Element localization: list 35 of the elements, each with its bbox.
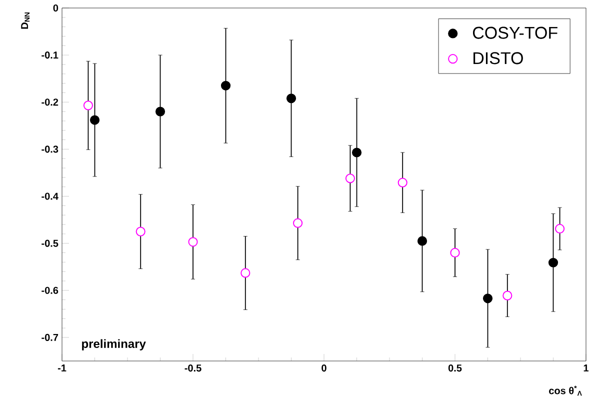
point (90, 115, 100, 125)
point (352, 148, 362, 158)
y-tick-label: -0.7 (42, 334, 58, 341)
legend-label: DISTO (474, 52, 523, 64)
y-tick-label: -0.6 (42, 286, 58, 294)
y-tick-label: -0.3 (42, 146, 58, 153)
y-axis-title: D$_{NN}$ (21, 12, 30, 29)
point (136, 226, 146, 236)
point (450, 248, 460, 258)
x-tick-label: -0.5 (184, 364, 202, 372)
point (155, 106, 166, 116)
point (482, 294, 493, 304)
y-tick-label: -0.5 (42, 240, 58, 247)
point (240, 268, 250, 278)
point (293, 218, 303, 228)
point (502, 290, 512, 300)
point (548, 258, 558, 268)
y-tick-label: 0 (53, 4, 58, 12)
point (220, 80, 231, 90)
legend-label: COSY-TOF (472, 26, 558, 39)
x-tick-label: -1 (58, 364, 66, 372)
point (83, 100, 94, 110)
point (188, 237, 198, 247)
y-tick-label: -0.4 (42, 192, 58, 200)
y-tick-label: -0.2 (42, 98, 58, 106)
annotation: preliminary (82, 339, 146, 350)
point (286, 94, 296, 104)
point (345, 174, 356, 184)
x-tick-label: 0.5 (448, 364, 462, 372)
point (555, 224, 565, 234)
point (417, 236, 428, 246)
point (398, 178, 408, 188)
y-tick-label: -0.1 (42, 52, 58, 59)
x-tick-label: 1 (584, 364, 589, 372)
x-tick-label: 0 (322, 364, 326, 372)
